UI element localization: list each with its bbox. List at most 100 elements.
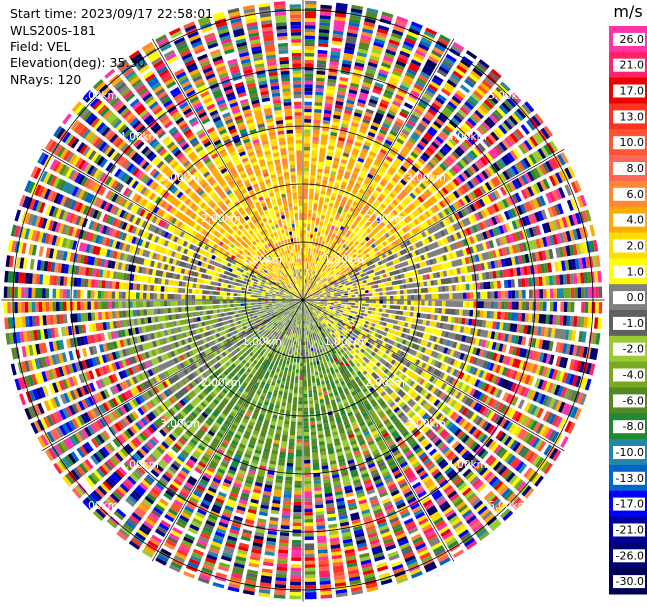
velocity-gate: [303, 293, 306, 297]
velocity-gate: [317, 53, 328, 58]
velocity-gate: [306, 276, 310, 284]
velocity-gate: [321, 240, 326, 245]
velocity-gate: [318, 257, 322, 262]
velocity-gate: [365, 11, 378, 21]
velocity-gate: [334, 104, 343, 110]
velocity-gate: [307, 213, 312, 217]
velocity-gate: [316, 257, 319, 261]
velocity-gate: [318, 39, 329, 44]
velocity-gate: [331, 192, 337, 198]
velocity-gate: [332, 160, 339, 166]
velocity-gate: [303, 199, 308, 203]
velocity-gate: [346, 183, 354, 192]
velocity-gate: [303, 219, 307, 224]
velocity-gate: [313, 203, 318, 211]
velocity-gate: [351, 118, 360, 125]
velocity-gate: [377, 24, 390, 32]
velocity-gate: [306, 234, 310, 238]
velocity-gate: [316, 214, 321, 219]
velocity-gate: [356, 55, 367, 61]
velocity-gate: [308, 251, 311, 256]
velocity-gate: [316, 235, 320, 240]
velocity-gate: [305, 272, 308, 276]
velocity-gate: [352, 170, 359, 176]
velocity-gate: [303, 171, 309, 175]
velocity-gate: [304, 59, 314, 64]
velocity-gate: [350, 75, 361, 85]
velocity-gate: [331, 207, 338, 216]
velocity-gate: [305, 0, 317, 5]
velocity-gate: [315, 81, 325, 86]
velocity-gate: [308, 269, 311, 274]
velocity-gate: [304, 108, 312, 113]
velocity-gate: [365, 108, 375, 115]
velocity-gate: [335, 97, 345, 103]
velocity-gate: [312, 213, 317, 218]
velocity-gate: [307, 258, 310, 263]
velocity-gate: [313, 253, 318, 264]
velocity-gate: [345, 42, 356, 48]
velocity-gate: [303, 188, 309, 200]
velocity-gate: [316, 246, 320, 251]
velocity-gate: [378, 68, 389, 76]
velocity-gate: [303, 167, 309, 172]
velocity-gate: [391, 29, 404, 37]
velocity-gate: [329, 199, 335, 204]
velocity-gate: [329, 174, 336, 179]
velocity-gate: [305, 283, 308, 287]
velocity-gate: [372, 45, 383, 52]
velocity-gate: [346, 99, 355, 105]
velocity-gate: [313, 119, 321, 124]
velocity-gate: [330, 195, 336, 201]
velocity-gate: [342, 59, 352, 65]
velocity-gate: [304, 25, 316, 29]
velocity-gate: [304, 94, 313, 99]
velocity-gate: [314, 245, 318, 250]
velocity-gate: [318, 35, 329, 41]
velocity-gate: [362, 28, 374, 34]
velocity-gate: [314, 108, 322, 113]
velocity-gate: [337, 87, 347, 93]
velocity-gate: [331, 40, 343, 46]
velocity-gate: [364, 17, 376, 24]
velocity-gate: [315, 260, 318, 265]
velocity-gate: [366, 7, 379, 14]
velocity-gate: [304, 39, 315, 43]
velocity-gate: [310, 262, 313, 267]
velocity-gate: [312, 140, 319, 145]
velocity-gate: [353, 167, 361, 173]
velocity-gate: [347, 135, 355, 141]
velocity-gate: [330, 214, 335, 219]
velocity-gate: [303, 157, 310, 161]
velocity-gate: [388, 39, 400, 46]
velocity-gate: [304, 105, 312, 109]
velocity-gate: [327, 75, 337, 80]
velocity-gate: [312, 133, 320, 138]
velocity-gate: [304, 45, 315, 50]
velocity-gate: [332, 33, 344, 39]
velocity-gate: [350, 154, 357, 160]
velocity-gate: [320, 193, 325, 198]
velocity-gate: [396, 16, 409, 24]
velocity-gate: [320, 134, 328, 146]
velocity-gate: [304, 293, 306, 297]
velocity-gate: [307, 255, 310, 259]
velocity-gate: [332, 219, 338, 227]
velocity-gate: [312, 238, 316, 246]
velocity-gate: [337, 206, 344, 214]
velocity-gate: [351, 173, 358, 179]
velocity-gate: [311, 150, 318, 158]
velocity-gate: [317, 197, 324, 212]
velocity-gate: [306, 287, 309, 291]
velocity-gate: [332, 37, 343, 42]
velocity-gate: [336, 172, 343, 181]
velocity-gate: [326, 187, 332, 193]
velocity-gate: [316, 172, 323, 177]
velocity-gate: [326, 85, 336, 91]
velocity-gate: [304, 268, 307, 276]
velocity-gate: [364, 111, 373, 118]
velocity-gate: [353, 65, 364, 71]
velocity-gate: [320, 190, 326, 195]
velocity-gate: [304, 91, 313, 95]
velocity-gate: [304, 11, 317, 19]
